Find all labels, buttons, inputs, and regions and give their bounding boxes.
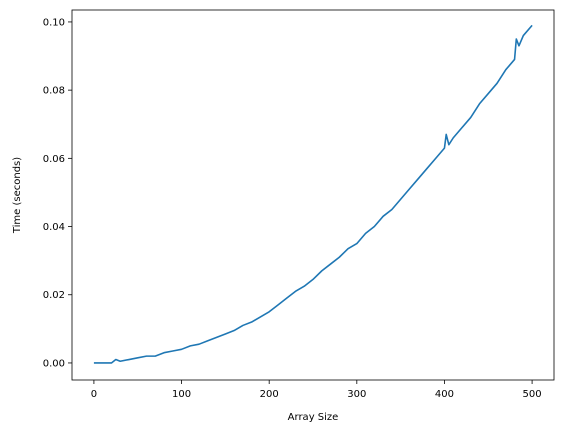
y-tick-label: 0.08: [43, 86, 65, 97]
y-tick-label: 0.06: [43, 154, 65, 165]
x-tick-label: 100: [172, 389, 191, 400]
y-tick-label: 0.02: [43, 290, 65, 301]
y-tick-label: 0.04: [43, 222, 65, 233]
y-tick-label: 0.10: [43, 17, 65, 28]
x-tick-label: 0: [91, 389, 97, 400]
y-tick-label: 0.00: [43, 358, 65, 369]
plot-frame: [71, 9, 555, 381]
x-tick-label: 300: [347, 389, 366, 400]
x-axis-label: Array Size: [288, 412, 339, 423]
plot-area: [72, 10, 554, 380]
x-tick-label: 400: [435, 389, 454, 400]
series-line-0: [93, 24, 533, 364]
x-axis: 0 100 200 300 400 500: [91, 380, 542, 400]
y-axis-label: Time (seconds): [12, 157, 23, 234]
series-layer: [93, 24, 533, 364]
y-axis: 0.00 0.02 0.04 0.06 0.08 0.10: [43, 17, 72, 369]
x-tick-label: 200: [260, 389, 279, 400]
x-tick-label: 500: [523, 389, 542, 400]
